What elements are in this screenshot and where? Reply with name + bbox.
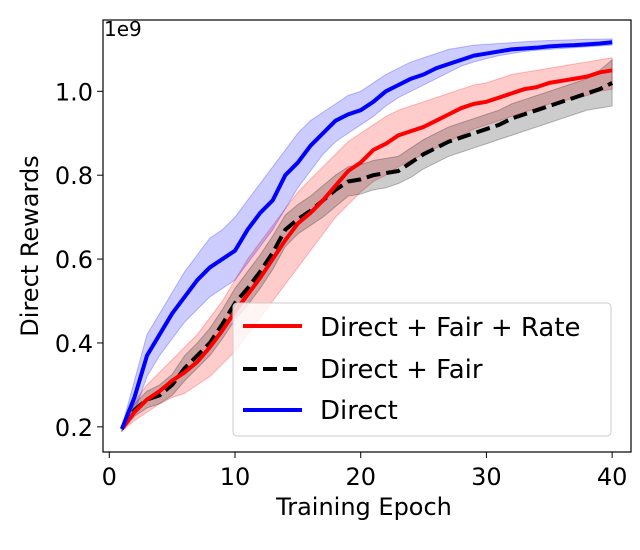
series-line-direct	[120, 40, 613, 430]
x-axis-label: Training Epoch	[275, 493, 452, 521]
x-tick-label: 40	[597, 463, 628, 491]
x-tick-label: 20	[345, 463, 376, 491]
legend: Direct + Fair + Rate Direct + Fair Direc…	[232, 302, 612, 437]
y-tick-label: 0.8	[55, 162, 93, 190]
x-tick-label: 0	[102, 463, 117, 491]
series-line-direct-fair-rate	[120, 68, 613, 431]
legend-label-direct-fair: Direct + Fair	[320, 355, 483, 385]
band-direct-fair	[121, 58, 613, 433]
y-axis-ticks: 0.2 0.4 0.6 0.8 1.0	[55, 78, 103, 442]
y-tick-label: 0.6	[55, 246, 93, 274]
y-tick-label: 0.4	[55, 330, 93, 358]
x-tick-label: 10	[220, 463, 251, 491]
band-direct	[121, 38, 613, 433]
legend-label-direct: Direct	[320, 396, 398, 426]
y-tick-label: 1.0	[55, 78, 93, 106]
legend-box	[232, 302, 612, 437]
plot-frame	[102, 19, 632, 453]
x-tick-label: 30	[471, 463, 502, 491]
x-axis-ticks: 0 10 20 30 40	[102, 452, 628, 491]
y-axis-label: Direct Rewards	[16, 155, 44, 336]
y-tick-label: 0.2	[55, 414, 93, 442]
legend-label-direct-fair-rate: Direct + Fair + Rate	[320, 313, 581, 343]
series-line-direct-fair	[120, 81, 614, 431]
series-lines	[120, 40, 614, 431]
y-axis-offset-label: 1e9	[104, 17, 142, 41]
